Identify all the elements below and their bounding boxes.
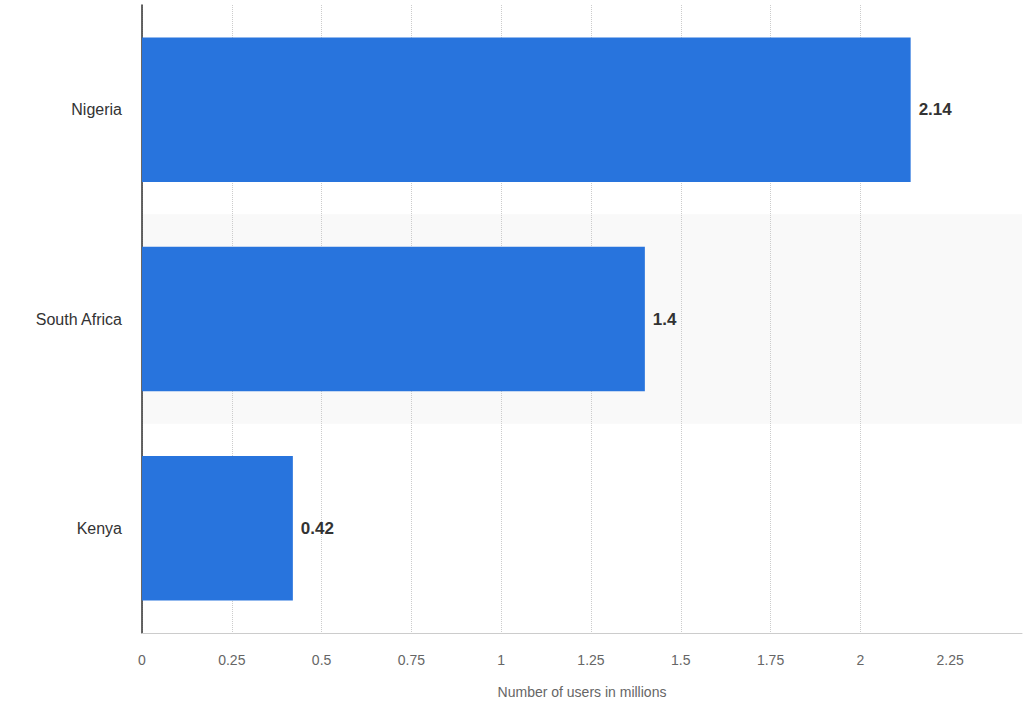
svg-text:1.75: 1.75 (757, 652, 784, 668)
svg-text:1.25: 1.25 (577, 652, 604, 668)
svg-text:1.4: 1.4 (653, 310, 677, 329)
svg-text:0.5: 0.5 (312, 652, 332, 668)
svg-text:Kenya: Kenya (77, 520, 122, 537)
svg-text:1.5: 1.5 (671, 652, 691, 668)
svg-text:Number of users in millions: Number of users in millions (498, 684, 667, 700)
svg-text:South Africa: South Africa (36, 311, 122, 328)
svg-text:0.75: 0.75 (398, 652, 425, 668)
svg-text:0.25: 0.25 (218, 652, 245, 668)
svg-text:2: 2 (856, 652, 864, 668)
svg-text:2.25: 2.25 (937, 652, 964, 668)
svg-text:0.42: 0.42 (301, 519, 334, 538)
svg-text:0: 0 (138, 652, 146, 668)
svg-text:2.14: 2.14 (919, 100, 953, 119)
svg-text:1: 1 (497, 652, 505, 668)
svg-text:Nigeria: Nigeria (71, 101, 122, 118)
